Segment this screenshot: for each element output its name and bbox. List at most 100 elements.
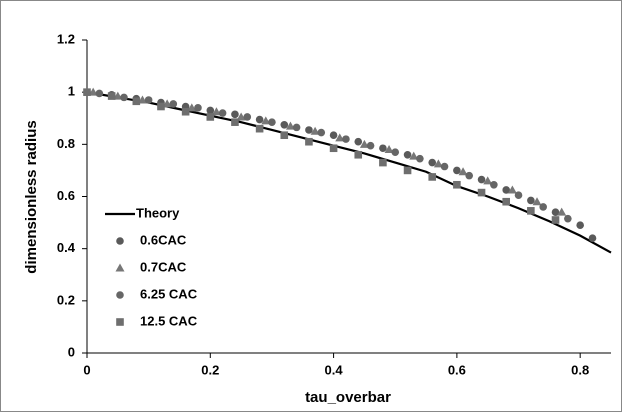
theory-line <box>86 91 612 254</box>
marker-circle <box>292 123 301 132</box>
marker-circle <box>342 135 350 143</box>
marker-circle <box>379 144 387 153</box>
marker-circle <box>268 118 276 126</box>
marker-circle <box>564 214 572 223</box>
marker-square <box>477 188 486 197</box>
marker-circle <box>440 162 449 171</box>
marker-triangle <box>433 159 443 168</box>
y-tick-label: 0.8 <box>57 136 75 151</box>
marker-triangle <box>285 121 295 130</box>
x-tick-label: 0.4 <box>325 362 344 377</box>
marker-circle <box>95 89 104 98</box>
marker-square <box>428 173 437 181</box>
marker-triangle <box>137 95 147 104</box>
marker-circle <box>588 234 597 243</box>
marker-triangle <box>88 87 98 96</box>
marker-circle <box>514 191 523 199</box>
marker-circle <box>116 237 124 245</box>
marker-square <box>116 318 124 326</box>
marker-circle <box>120 93 128 102</box>
marker-triangle <box>335 133 345 142</box>
marker-triangle <box>310 126 320 135</box>
marker-triangle <box>115 263 125 272</box>
marker-circle <box>490 180 498 189</box>
marker-square <box>157 102 165 111</box>
marker-square <box>206 113 215 121</box>
x-tick-label: 0.6 <box>448 362 466 377</box>
marker-square <box>181 107 190 116</box>
legend-label: 0.7CAC <box>140 259 187 274</box>
marker-square <box>231 118 239 126</box>
marker-triangle <box>384 145 394 154</box>
marker-square <box>551 216 560 224</box>
y-tick-label: 0.2 <box>57 292 75 307</box>
y-axis-label: dimensionless radius <box>23 120 40 273</box>
marker-triangle <box>507 185 517 194</box>
marker-circle <box>144 96 153 104</box>
marker-square <box>132 97 141 106</box>
marker-circle <box>539 203 547 211</box>
marker-circle <box>428 158 437 167</box>
marker-square <box>83 88 91 96</box>
marker-triangle <box>236 112 246 121</box>
marker-circle <box>329 131 338 140</box>
marker-circle <box>391 148 400 156</box>
marker-circle <box>551 208 560 216</box>
marker-circle <box>416 154 424 163</box>
legend-label: 0.6CAC <box>140 232 187 247</box>
marker-triangle <box>211 107 221 116</box>
marker-square <box>453 180 461 189</box>
marker-circle <box>502 186 511 194</box>
marker-circle <box>194 104 202 112</box>
marker-circle <box>305 126 313 134</box>
marker-triangle <box>483 176 493 185</box>
y-tick-label: 1.2 <box>57 31 75 46</box>
marker-circle <box>576 221 584 229</box>
y-tick-label: 0.4 <box>57 240 76 255</box>
marker-triangle <box>532 197 542 206</box>
marker-circle <box>317 128 326 137</box>
marker-circle <box>453 166 461 175</box>
x-tick-label: 0.8 <box>571 362 589 377</box>
marker-square <box>527 207 535 215</box>
marker-circle <box>366 141 375 150</box>
marker-square <box>354 150 363 159</box>
marker-circle <box>243 113 252 121</box>
marker-circle <box>231 110 239 119</box>
marker-square <box>502 197 510 206</box>
x-tick-label: 0.2 <box>201 362 219 377</box>
marker-square <box>403 166 412 175</box>
marker-circle <box>477 175 486 184</box>
marker-circle <box>280 120 289 129</box>
y-tick-label: 1 <box>68 84 75 99</box>
marker-triangle <box>409 151 419 160</box>
marker-square <box>379 158 387 167</box>
marker-circle <box>206 106 215 115</box>
marker-circle <box>255 115 264 124</box>
marker-square <box>329 144 338 153</box>
marker-square <box>305 137 313 146</box>
legend-label: 12.5 CAC <box>140 313 198 328</box>
marker-triangle <box>359 139 369 148</box>
marker-triangle <box>162 99 172 108</box>
marker-triangle <box>261 116 271 125</box>
marker-square <box>107 92 116 100</box>
marker-circle <box>218 109 227 117</box>
marker-circle <box>465 171 474 180</box>
legend-label: 6.25 CAC <box>140 286 198 301</box>
y-tick-label: 0 <box>68 344 75 359</box>
marker-circle <box>116 291 124 299</box>
y-tick-label: 0.6 <box>57 188 75 203</box>
marker-triangle <box>557 207 567 216</box>
marker-circle <box>354 137 363 146</box>
marker-triangle <box>458 167 468 176</box>
legend-label: Theory <box>136 205 180 220</box>
marker-circle <box>527 196 535 205</box>
x-tick-label: 0 <box>83 362 90 377</box>
marker-circle <box>403 150 412 159</box>
marker-triangle <box>187 103 197 112</box>
marker-square <box>255 124 264 133</box>
marker-circle <box>169 100 178 108</box>
